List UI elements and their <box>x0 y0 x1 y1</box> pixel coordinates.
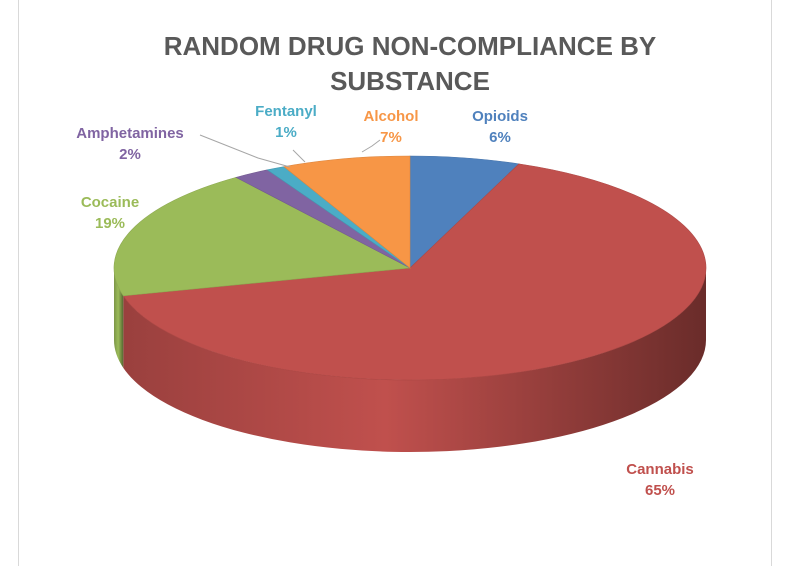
data-label-amphetamines: Amphetamines <box>76 125 184 142</box>
data-value-cocaine: 19% <box>95 215 125 232</box>
data-label-cannabis: Cannabis <box>626 461 694 478</box>
chart-title-line-1: RANDOM DRUG NON-COMPLIANCE BY <box>164 31 657 61</box>
data-value-alcohol: 7% <box>380 129 402 146</box>
data-label-cocaine: Cocaine <box>81 194 139 211</box>
leader-lines <box>199 134 381 168</box>
data-value-opioids: 6% <box>489 129 511 146</box>
leader-line-fentanyl <box>292 149 306 163</box>
chart-title-line-2: SUBSTANCE <box>330 66 490 96</box>
slice-cannabis[interactable] <box>122 163 707 381</box>
slice-side-cocaine <box>114 268 124 368</box>
data-value-amphetamines: 2% <box>119 146 141 163</box>
data-label-fentanyl: Fentanyl <box>255 103 317 120</box>
leader-line-amphetamines <box>199 134 291 168</box>
data-value-fentanyl: 1% <box>275 124 297 141</box>
data-labels: Opioids 6% Cannabis 65% Cocaine 19% Amphetamin… <box>76 103 694 499</box>
pie-slices <box>113 155 707 381</box>
data-label-opioids: Opioids <box>472 108 528 125</box>
slice-side-cannabis <box>123 268 707 453</box>
pie-sides <box>114 268 707 453</box>
leader-line-alcohol <box>361 139 381 153</box>
data-value-cannabis: 65% <box>645 482 675 499</box>
slice-cocaine[interactable] <box>113 177 412 297</box>
data-label-alcohol: Alcohol <box>364 108 419 125</box>
chart-area <box>18 0 772 566</box>
